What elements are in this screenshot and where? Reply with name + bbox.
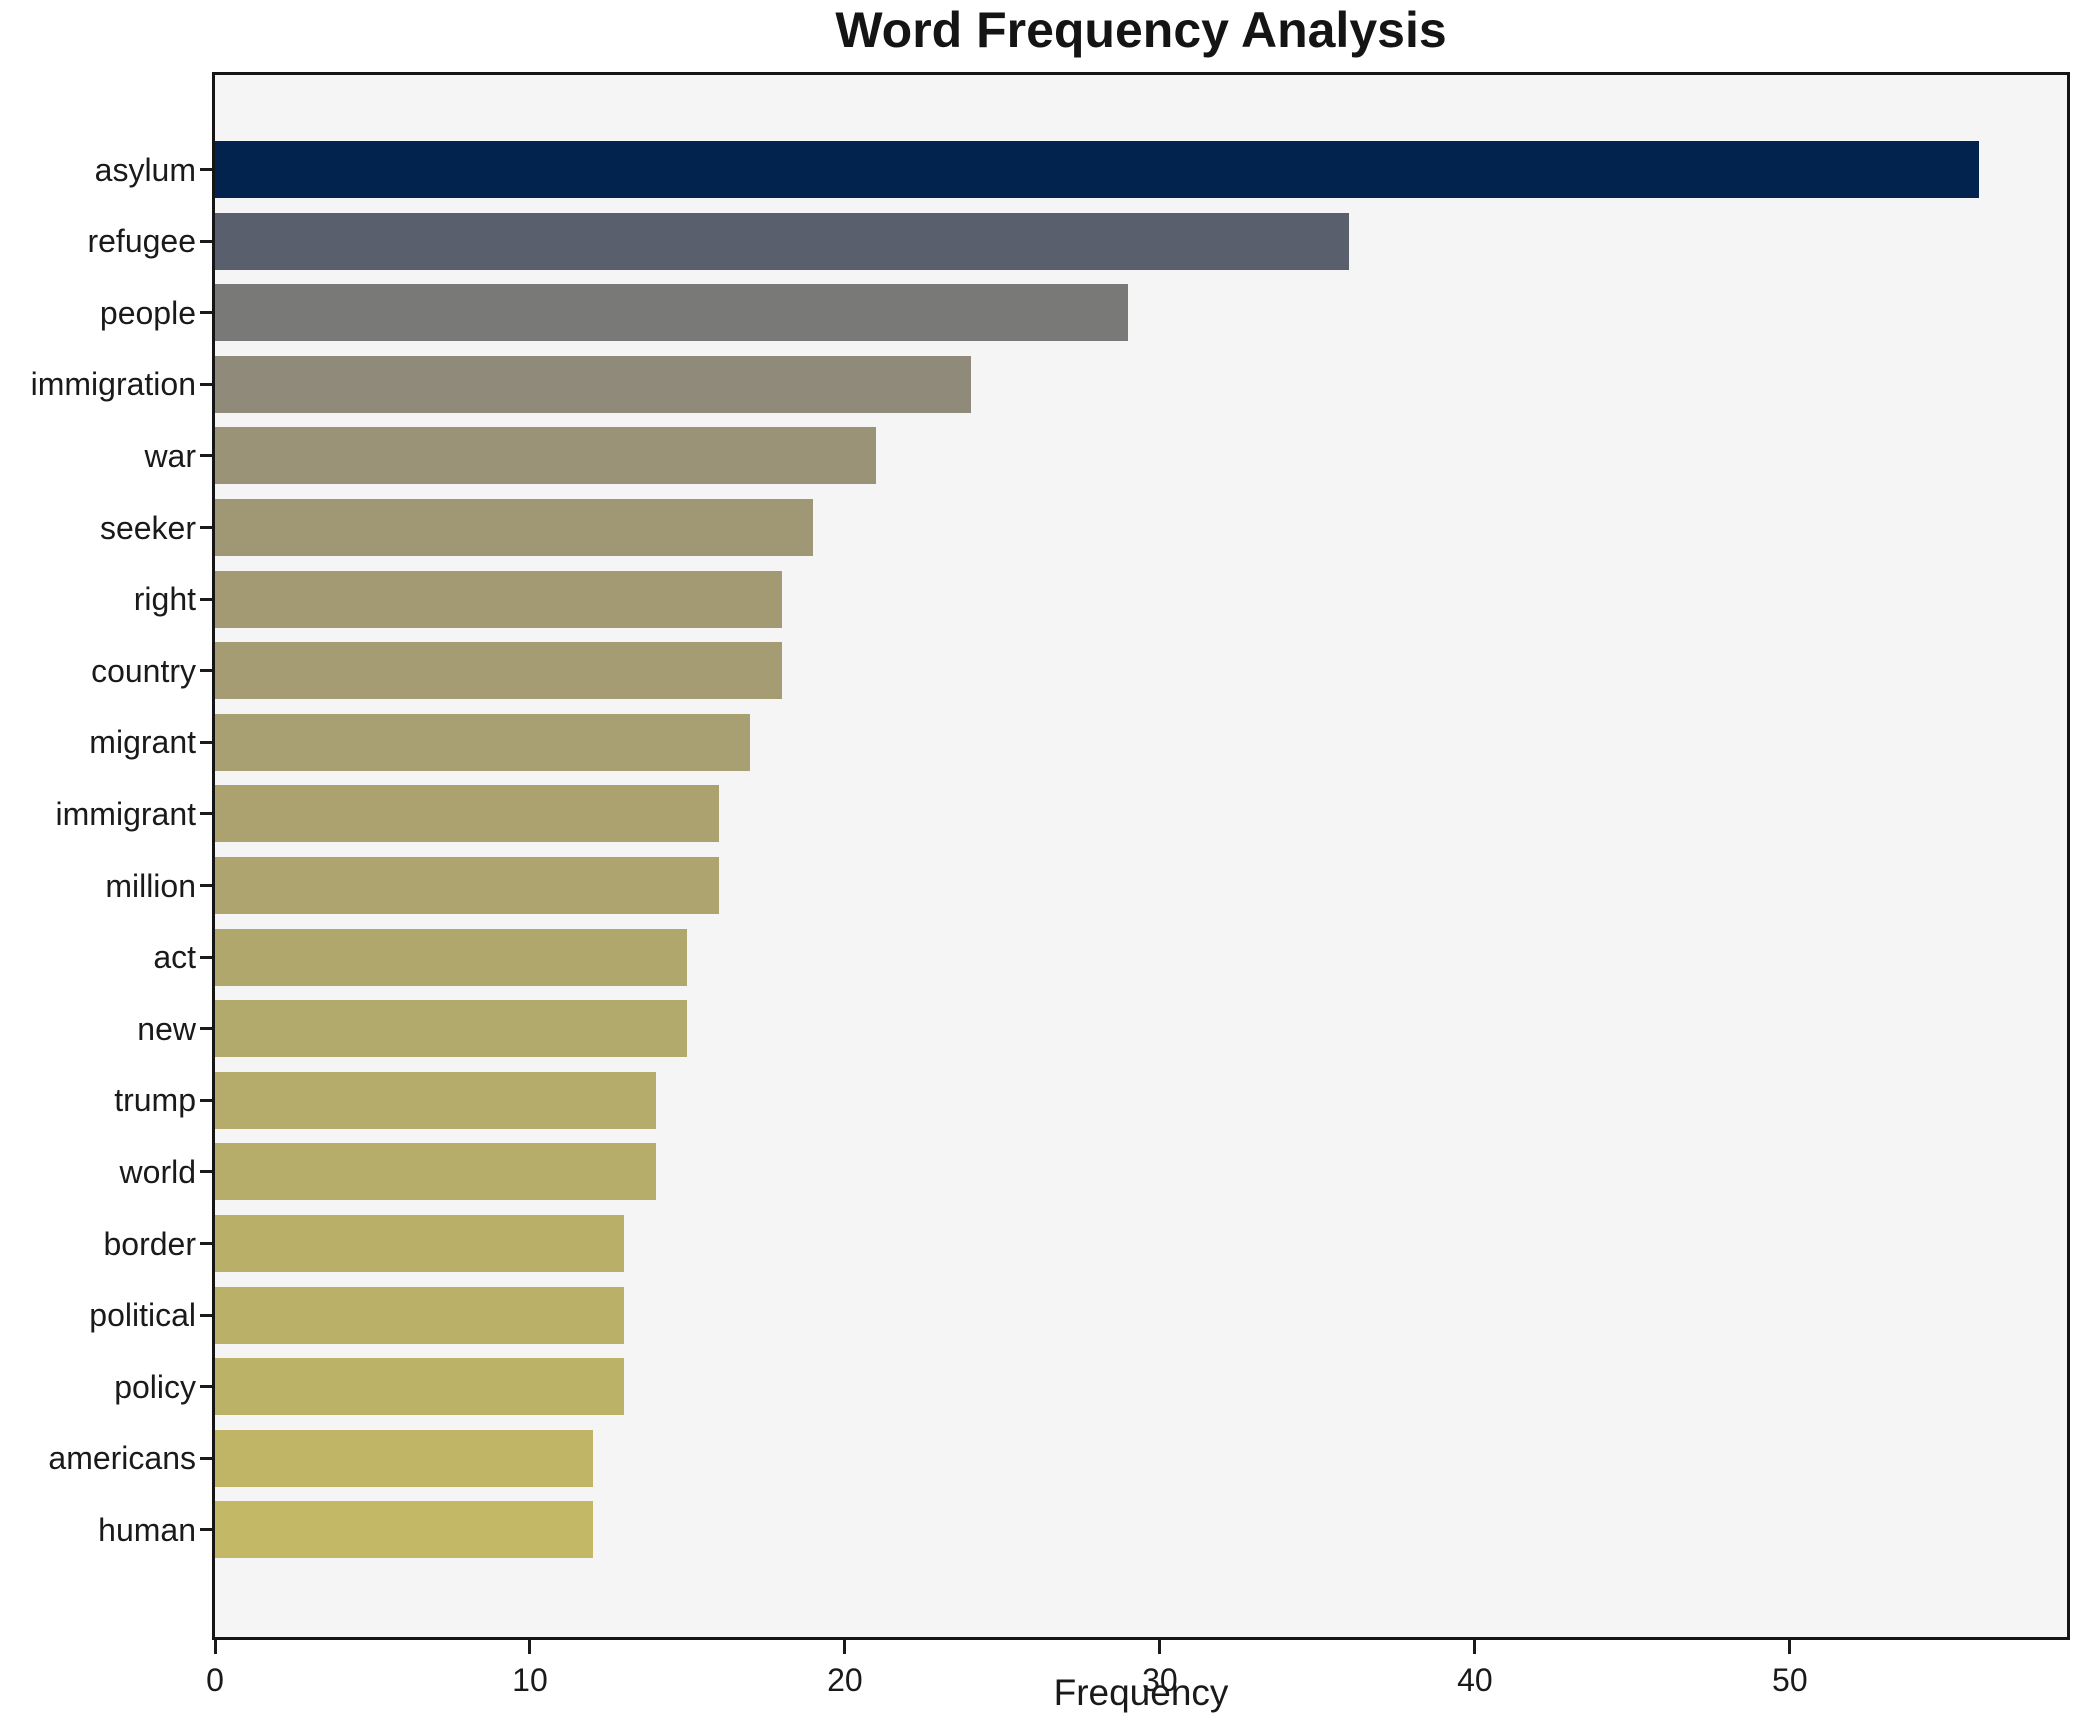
bar-seeker (215, 499, 814, 556)
bar-human (215, 1501, 593, 1559)
bar-asylum (215, 141, 1979, 198)
x-tick-label-30: 30 (1142, 1662, 1178, 1698)
y-label-right: right (133, 581, 196, 618)
bar-act (215, 928, 688, 986)
y-label-migrant: migrant (89, 724, 196, 761)
y-tick-human (200, 1528, 212, 1532)
y-tick-migrant (200, 740, 212, 744)
y-label-people: people (99, 294, 196, 331)
y-tick-asylum (200, 168, 212, 171)
y-tick-new (200, 1027, 212, 1031)
y-tick-country (200, 669, 212, 673)
x-tick-10 (528, 1640, 532, 1654)
y-tick-seeker (200, 526, 212, 529)
y-tick-immigrant (200, 812, 212, 816)
bar-million (215, 857, 719, 914)
y-tick-americans (200, 1456, 212, 1460)
x-tick-label-10: 10 (512, 1662, 548, 1698)
y-label-human: human (98, 1511, 196, 1548)
y-tick-million (200, 884, 212, 887)
y-label-million: million (105, 867, 196, 904)
bar-border (215, 1215, 625, 1272)
bar-immigrant (215, 785, 719, 843)
y-tick-world (200, 1170, 212, 1174)
bar-policy (215, 1358, 625, 1416)
y-tick-immigration (200, 382, 212, 386)
y-label-border: border (103, 1225, 197, 1262)
y-tick-act (200, 955, 212, 959)
x-tick-40 (1473, 1640, 1477, 1654)
y-label-immigration: immigration (30, 366, 196, 403)
x-tick-30 (1158, 1640, 1162, 1654)
bar-war (215, 427, 877, 485)
y-label-trump: trump (114, 1082, 196, 1119)
y-tick-border (200, 1242, 212, 1245)
bar-new (215, 1000, 688, 1058)
bar-political (215, 1286, 625, 1344)
bar-trump (215, 1071, 656, 1129)
y-tick-people (200, 311, 212, 315)
y-label-world: world (119, 1153, 196, 1190)
chart-title: Word Frequency Analysis (835, 2, 1447, 58)
y-tick-political (200, 1313, 212, 1317)
y-label-asylum: asylum (94, 151, 196, 188)
y-label-war: war (144, 437, 196, 474)
bar-migrant (215, 713, 751, 771)
bar-refugee (215, 212, 1349, 270)
bar-world (215, 1143, 656, 1201)
y-label-seeker: seeker (99, 509, 196, 546)
x-tick-50 (1788, 1640, 1792, 1654)
x-tick-label-0: 0 (206, 1662, 224, 1698)
x-tick-label-40: 40 (1457, 1662, 1493, 1698)
x-tick-label-50: 50 (1772, 1662, 1808, 1698)
x-tick-label-20: 20 (827, 1662, 863, 1698)
y-label-country: country (91, 652, 196, 689)
x-axis-label: Frequency (1053, 1672, 1229, 1713)
bar-country (215, 642, 782, 700)
y-tick-refugee (200, 239, 212, 243)
x-tick-20 (843, 1640, 847, 1654)
bar-immigration (215, 355, 971, 413)
y-label-political: political (89, 1297, 196, 1334)
y-label-refugee: refugee (87, 223, 196, 260)
y-label-americans: americans (48, 1440, 196, 1477)
y-tick-trump (200, 1098, 212, 1102)
plot-area (212, 72, 2070, 1640)
y-tick-war (200, 454, 212, 458)
y-tick-right (200, 597, 212, 601)
bar-people (215, 284, 1129, 342)
x-tick-0 (213, 1640, 217, 1654)
bar-americans (215, 1429, 593, 1487)
bar-right (215, 570, 782, 628)
y-label-policy: policy (114, 1368, 196, 1405)
y-tick-policy (200, 1385, 212, 1389)
y-label-immigrant: immigrant (55, 795, 196, 832)
y-label-act: act (153, 939, 196, 976)
y-label-new: new (137, 1010, 196, 1047)
